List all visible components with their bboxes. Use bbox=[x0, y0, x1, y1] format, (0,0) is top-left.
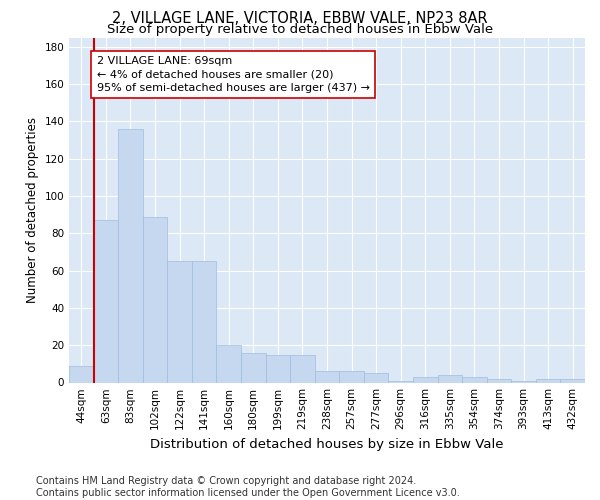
Y-axis label: Number of detached properties: Number of detached properties bbox=[26, 117, 39, 303]
Text: Contains HM Land Registry data © Crown copyright and database right 2024.
Contai: Contains HM Land Registry data © Crown c… bbox=[36, 476, 460, 498]
Bar bbox=[536, 379, 560, 382]
Text: Size of property relative to detached houses in Ebbw Vale: Size of property relative to detached ho… bbox=[107, 22, 493, 36]
Bar bbox=[487, 379, 511, 382]
Bar bbox=[69, 366, 94, 382]
Bar bbox=[192, 262, 217, 382]
Bar bbox=[560, 379, 585, 382]
Text: 2, VILLAGE LANE, VICTORIA, EBBW VALE, NP23 8AR: 2, VILLAGE LANE, VICTORIA, EBBW VALE, NP… bbox=[112, 11, 488, 26]
Bar bbox=[143, 216, 167, 382]
X-axis label: Distribution of detached houses by size in Ebbw Vale: Distribution of detached houses by size … bbox=[150, 438, 504, 451]
Bar bbox=[94, 220, 118, 382]
Bar bbox=[462, 377, 487, 382]
Bar bbox=[167, 262, 192, 382]
Text: 2 VILLAGE LANE: 69sqm
← 4% of detached houses are smaller (20)
95% of semi-detac: 2 VILLAGE LANE: 69sqm ← 4% of detached h… bbox=[97, 56, 370, 92]
Bar bbox=[315, 372, 339, 382]
Bar bbox=[118, 129, 143, 382]
Bar bbox=[241, 352, 266, 382]
Bar bbox=[339, 372, 364, 382]
Bar bbox=[511, 380, 536, 382]
Bar bbox=[437, 375, 462, 382]
Bar bbox=[388, 380, 413, 382]
Bar bbox=[290, 354, 315, 382]
Bar bbox=[217, 345, 241, 383]
Bar bbox=[364, 373, 388, 382]
Bar bbox=[413, 377, 437, 382]
Bar bbox=[266, 354, 290, 382]
